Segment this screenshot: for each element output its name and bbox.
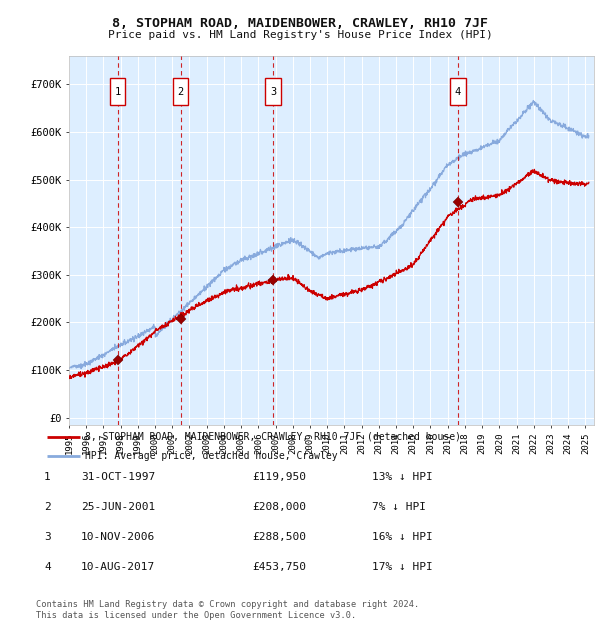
FancyBboxPatch shape bbox=[110, 78, 125, 105]
Text: 25-JUN-2001: 25-JUN-2001 bbox=[81, 502, 155, 512]
Text: 8, STOPHAM ROAD, MAIDENBOWER, CRAWLEY, RH10 7JF (detached house): 8, STOPHAM ROAD, MAIDENBOWER, CRAWLEY, R… bbox=[85, 432, 461, 442]
Text: 17% ↓ HPI: 17% ↓ HPI bbox=[372, 562, 433, 572]
Text: HPI: Average price, detached house, Crawley: HPI: Average price, detached house, Craw… bbox=[85, 451, 338, 461]
Text: 8, STOPHAM ROAD, MAIDENBOWER, CRAWLEY, RH10 7JF: 8, STOPHAM ROAD, MAIDENBOWER, CRAWLEY, R… bbox=[112, 17, 488, 30]
Text: 3: 3 bbox=[44, 532, 51, 542]
Text: 4: 4 bbox=[455, 87, 461, 97]
Text: 10-AUG-2017: 10-AUG-2017 bbox=[81, 562, 155, 572]
Text: 7% ↓ HPI: 7% ↓ HPI bbox=[372, 502, 426, 512]
FancyBboxPatch shape bbox=[173, 78, 188, 105]
Text: 31-OCT-1997: 31-OCT-1997 bbox=[81, 472, 155, 482]
Text: 16% ↓ HPI: 16% ↓ HPI bbox=[372, 532, 433, 542]
Text: 2: 2 bbox=[178, 87, 184, 97]
Text: £453,750: £453,750 bbox=[252, 562, 306, 572]
Text: 1: 1 bbox=[115, 87, 121, 97]
Text: 13% ↓ HPI: 13% ↓ HPI bbox=[372, 472, 433, 482]
FancyBboxPatch shape bbox=[265, 78, 281, 105]
Text: 1: 1 bbox=[44, 472, 51, 482]
Text: £288,500: £288,500 bbox=[252, 532, 306, 542]
Text: £208,000: £208,000 bbox=[252, 502, 306, 512]
Text: Price paid vs. HM Land Registry's House Price Index (HPI): Price paid vs. HM Land Registry's House … bbox=[107, 30, 493, 40]
Text: 10-NOV-2006: 10-NOV-2006 bbox=[81, 532, 155, 542]
FancyBboxPatch shape bbox=[450, 78, 466, 105]
Text: 2: 2 bbox=[44, 502, 51, 512]
Text: £119,950: £119,950 bbox=[252, 472, 306, 482]
Text: 3: 3 bbox=[270, 87, 276, 97]
Text: 4: 4 bbox=[44, 562, 51, 572]
Text: Contains HM Land Registry data © Crown copyright and database right 2024.
This d: Contains HM Land Registry data © Crown c… bbox=[36, 600, 419, 619]
